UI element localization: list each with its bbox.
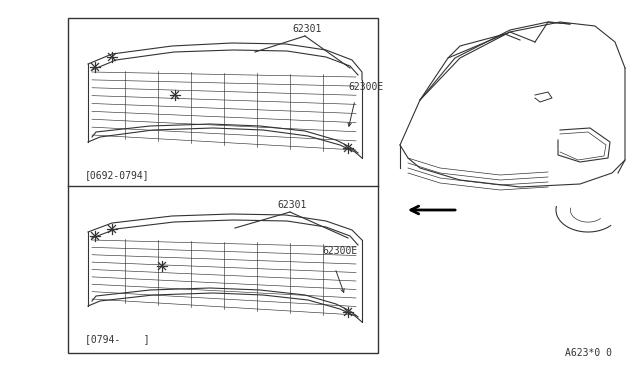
Text: 62300E: 62300E	[322, 246, 357, 256]
FancyBboxPatch shape	[68, 18, 378, 353]
Text: [0794-    ]: [0794- ]	[85, 334, 150, 344]
Text: 62300E: 62300E	[348, 82, 383, 92]
Text: 62301: 62301	[292, 24, 322, 34]
Text: 62301: 62301	[277, 200, 307, 210]
Text: [0692-0794]: [0692-0794]	[85, 170, 150, 180]
Text: A623*0 0: A623*0 0	[565, 348, 612, 358]
